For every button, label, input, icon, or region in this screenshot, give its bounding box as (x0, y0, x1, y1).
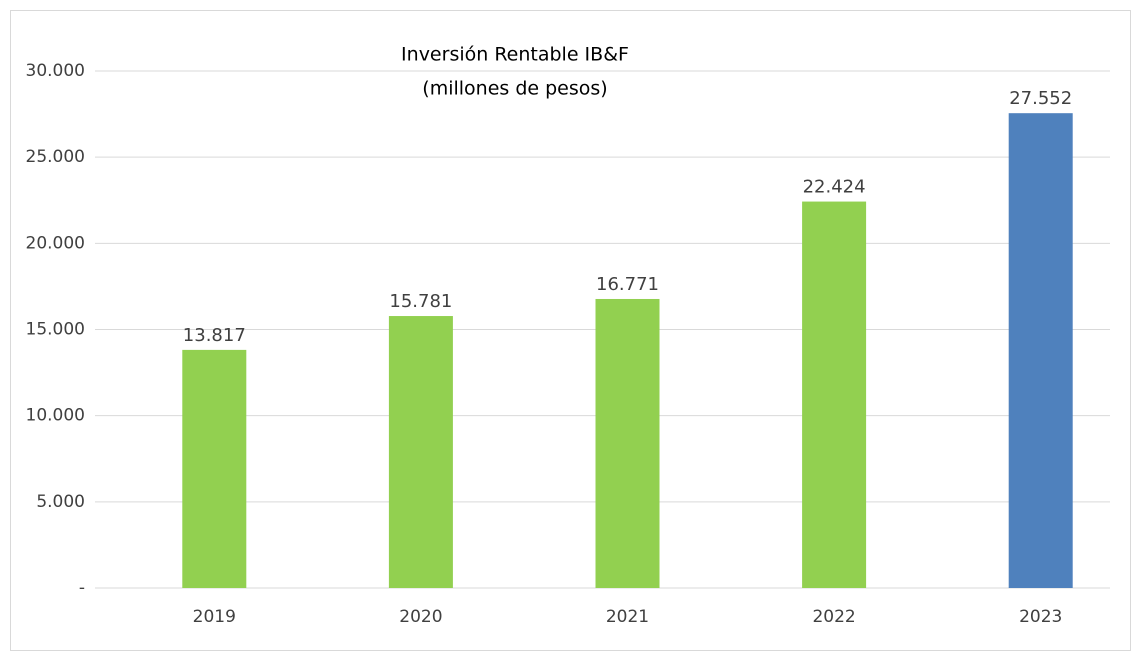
data-label: 22.424 (803, 177, 866, 198)
chart-subtitle: (millones de pesos) (422, 78, 607, 100)
data-label: 13.817 (183, 325, 246, 346)
x-tick-label: 2020 (399, 607, 442, 627)
bar (1008, 113, 1073, 589)
bar (182, 349, 247, 588)
data-label: 15.781 (389, 291, 452, 312)
y-tick-label: 25.000 (26, 147, 85, 167)
data-label: 27.552 (1009, 88, 1072, 109)
bar (595, 298, 660, 588)
data-label: 16.771 (596, 274, 659, 295)
x-tick-label: 2019 (193, 607, 236, 627)
y-tick-label: 5.000 (36, 492, 85, 512)
x-tick-label: 2022 (812, 607, 855, 627)
bar (388, 316, 453, 588)
chart-border (10, 10, 1131, 651)
x-tick-label: 2023 (1019, 607, 1062, 627)
bar (802, 201, 867, 588)
y-tick-label: 15.000 (26, 320, 85, 340)
y-tick-label: 10.000 (26, 406, 85, 426)
x-tick-label: 2021 (606, 607, 649, 627)
chart-title: Inversión Rentable IB&F (401, 44, 629, 66)
y-tick-label: 30.000 (26, 61, 85, 81)
y-tick-label: - (79, 578, 85, 598)
y-tick-label: 20.000 (26, 233, 85, 253)
